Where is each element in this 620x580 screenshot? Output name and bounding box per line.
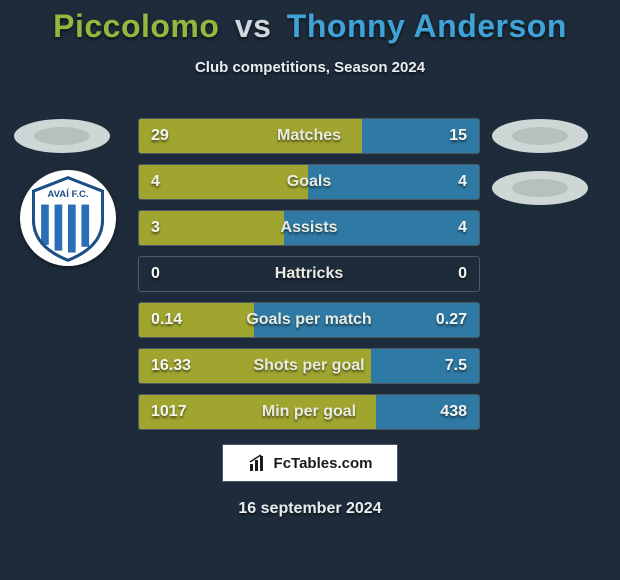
- player1-value: 1017: [151, 403, 187, 421]
- avai-crest-icon: AVAÍ F.C.: [20, 170, 116, 266]
- svg-text:AVAÍ F.C.: AVAÍ F.C.: [47, 189, 88, 200]
- stat-row: 29 Matches 15: [138, 118, 480, 154]
- player1-name: Piccolomo: [53, 8, 219, 44]
- stat-label: Goals: [287, 173, 331, 191]
- club-crest: AVAÍ F.C.: [20, 170, 116, 266]
- stat-row: 1017 Min per goal 438: [138, 394, 480, 430]
- player2-value: 4: [458, 219, 467, 237]
- stat-label: Goals per match: [246, 311, 371, 329]
- player1-value: 4: [151, 173, 160, 191]
- player2-badge: [490, 116, 590, 156]
- player2-value: 0: [458, 265, 467, 283]
- player2-value: 0.27: [436, 311, 467, 329]
- stat-label: Assists: [281, 219, 338, 237]
- stat-row: 0 Hattricks 0: [138, 256, 480, 292]
- player2-value: 4: [458, 173, 467, 191]
- player1-value: 0: [151, 265, 160, 283]
- player1-bar: [139, 165, 310, 199]
- player1-bar: [139, 211, 286, 245]
- player2-badge-2: [490, 168, 590, 208]
- stat-label: Shots per goal: [253, 357, 364, 375]
- subtitle: Club competitions, Season 2024: [0, 59, 620, 76]
- player1-value: 29: [151, 127, 169, 145]
- stat-row: 3 Assists 4: [138, 210, 480, 246]
- stat-label: Min per goal: [262, 403, 356, 421]
- stats-container: 29 Matches 15 4 Goals 4 3 Assists 4 0 Ha…: [138, 118, 480, 440]
- player2-value: 7.5: [445, 357, 467, 375]
- vs-text: vs: [235, 8, 272, 44]
- player1-badge: [12, 116, 112, 156]
- chart-icon: [248, 453, 268, 473]
- stat-row: 16.33 Shots per goal 7.5: [138, 348, 480, 384]
- stat-label: Hattricks: [275, 265, 343, 283]
- player2-value: 438: [440, 403, 467, 421]
- player1-value: 3: [151, 219, 160, 237]
- brand-badge: FcTables.com: [222, 444, 398, 482]
- page-title: Piccolomo vs Thonny Anderson: [0, 0, 620, 45]
- date-text: 16 september 2024: [238, 500, 381, 518]
- player1-value: 0.14: [151, 311, 182, 329]
- brand-text: FcTables.com: [274, 455, 373, 472]
- player2-name: Thonny Anderson: [287, 8, 567, 44]
- player2-bar: [308, 165, 479, 199]
- stat-row: 0.14 Goals per match 0.27: [138, 302, 480, 338]
- stat-row: 4 Goals 4: [138, 164, 480, 200]
- player1-value: 16.33: [151, 357, 191, 375]
- player2-value: 15: [449, 127, 467, 145]
- stat-label: Matches: [277, 127, 341, 145]
